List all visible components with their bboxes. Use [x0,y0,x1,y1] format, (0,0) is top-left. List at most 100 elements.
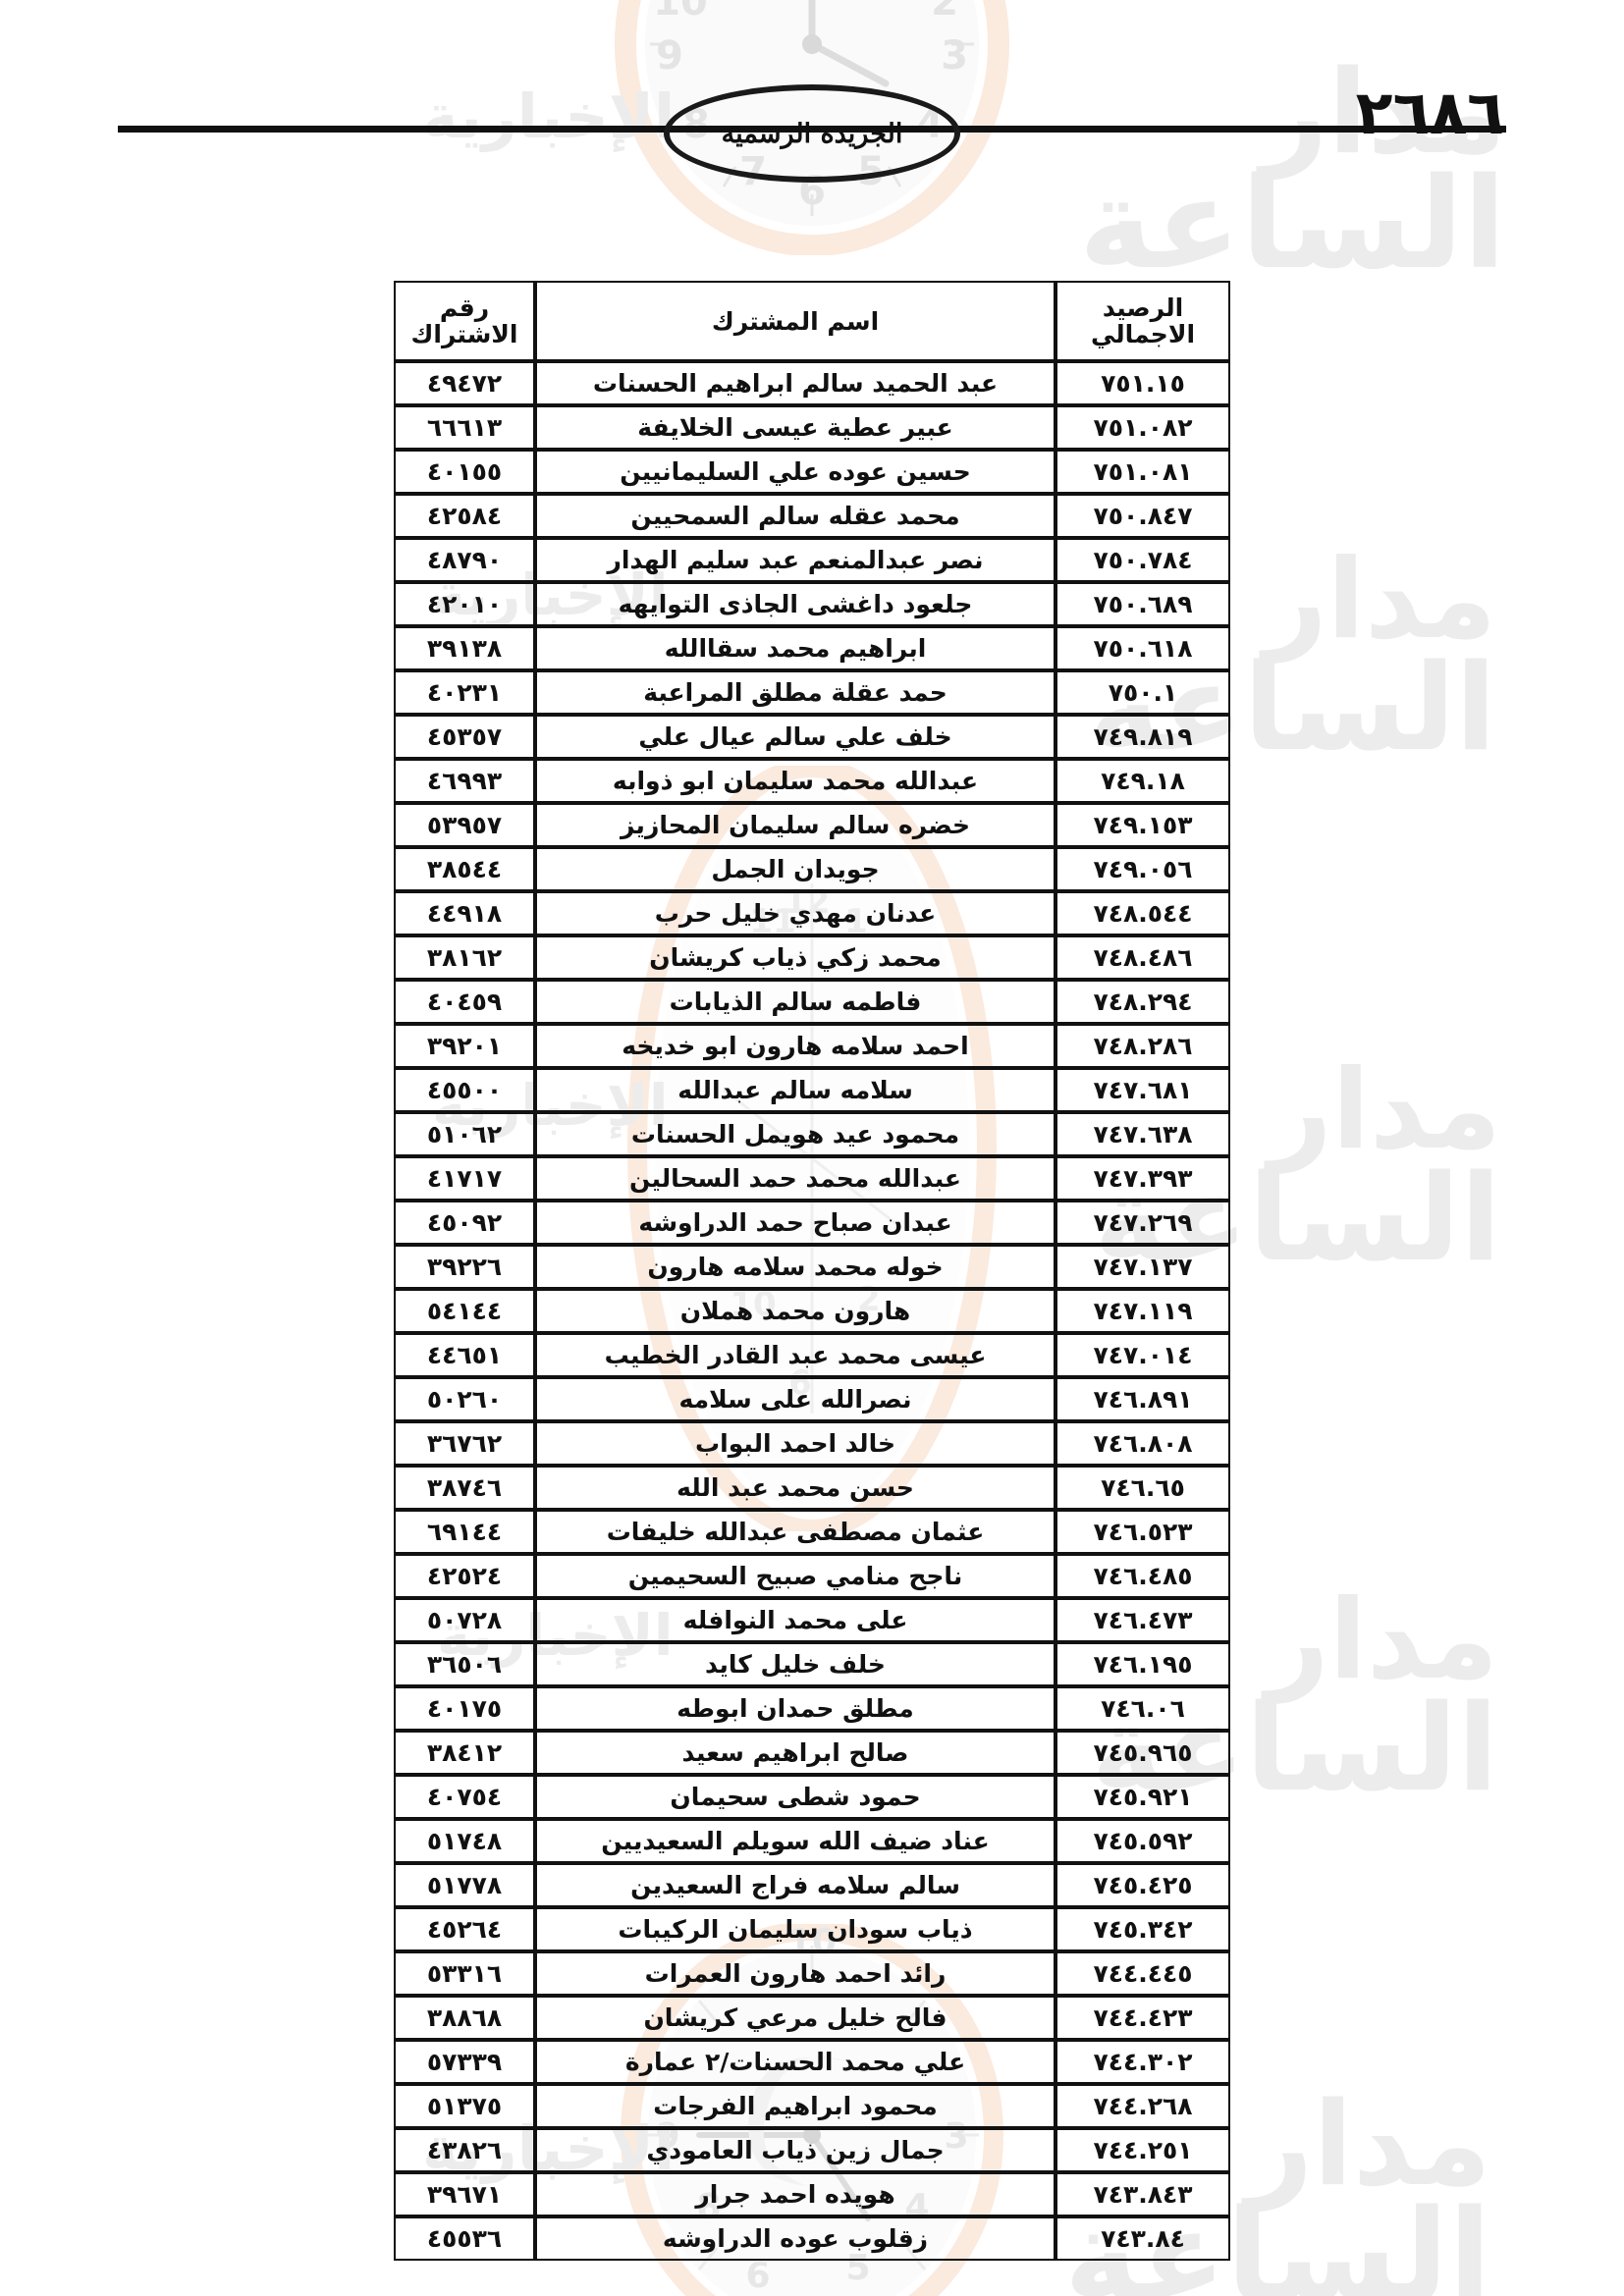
cell-total-balance: ٧٤٥.٩٢١ [1056,1775,1230,1819]
cell-subscriber-name: ذياب سودان سليمان الركيبات [535,1907,1056,1951]
cell-subscription-number: ٤٥٥٠٠ [394,1068,535,1112]
table-row: ٧٤٩.٠٥٦ جويدان الجمل ٣٨٥٤٤ [394,847,1230,891]
table-row: ٧٤٥.٣٤٢ ذياب سودان سليمان الركيبات ٤٥٢٦٤ [394,1907,1230,1951]
cell-subscription-number: ٤٤٦٥١ [394,1333,535,1377]
cell-subscriber-name: حمد عقلة مطلق المراعبة [535,670,1056,715]
cell-total-balance: ٧٤٧.٢٦٩ [1056,1201,1230,1245]
table-row: ٧٤٤.٤٢٣ فالح خليل مرعي كريشان ٣٨٨٦٨ [394,1996,1230,2040]
cell-subscriber-name: حسن محمد عبد الله [535,1466,1056,1510]
table-row: ٧٤٩.١٥٣ خضره سالم سليمان المحازيز ٥٣٩٥٧ [394,803,1230,847]
cell-subscriber-name: نصرالله على سلامه [535,1377,1056,1421]
cell-total-balance: ٧٤٧.٦٣٨ [1056,1112,1230,1156]
table-header: الرصيد الاجمالي اسم المشترك رقم الاشتراك [394,281,1230,361]
cell-total-balance: ٧٤٤.٣٠٢ [1056,2040,1230,2084]
table-row: ٧٥٠.٨٤٧ محمد عقله سالم السمحيين ٤٢٥٨٤ [394,494,1230,538]
cell-subscription-number: ٣٩٦٧١ [394,2172,535,2216]
table-row: ٧٤٤.٢٥١ جمال زين ذياب العامودي ٤٣٨٢٦ [394,2128,1230,2172]
cell-subscription-number: ٣٨١٦٢ [394,935,535,980]
cell-subscription-number: ٤٨٧٩٠ [394,538,535,582]
column-header-balance: الرصيد الاجمالي [1056,281,1230,361]
cell-total-balance: ٧٤٧.١٣٧ [1056,1245,1230,1289]
cell-subscription-number: ٥٠٢٦٠ [394,1377,535,1421]
cell-subscription-number: ٥٣٩٥٧ [394,803,535,847]
cell-total-balance: ٧٤٦.٨٩١ [1056,1377,1230,1421]
cell-total-balance: ٧٤٥.٣٤٢ [1056,1907,1230,1951]
table-row: ٧٤٣.٨٤٣ هويده احمد جرار ٣٩٦٧١ [394,2172,1230,2216]
journal-title-label: الجريدة الرسمية [721,118,903,149]
cell-total-balance: ٧٤٣.٨٤ [1056,2216,1230,2261]
cell-total-balance: ٧٤٦.٨٠٨ [1056,1421,1230,1466]
table-row: ٧٤٤.٤٤٥ رائد احمد هارون العمرات ٥٣٣١٦ [394,1951,1230,1996]
table-row: ٧٤٧.٦٨١ سلامه سالم عبدالله ٤٥٥٠٠ [394,1068,1230,1112]
column-header-subscription-no: رقم الاشتراك [394,281,535,361]
cell-subscriber-name: جويدان الجمل [535,847,1056,891]
table-row: ٧٤٧.٠١٤ عيسى محمد عبد القادر الخطيب ٤٤٦٥١ [394,1333,1230,1377]
cell-subscription-number: ٥١٣٧٥ [394,2084,535,2128]
cell-total-balance: ٧٤٦.٥٢٣ [1056,1510,1230,1554]
cell-subscriber-name: خلف خليل كايد [535,1642,1056,1686]
cell-total-balance: ٧٥٠.٦١٨ [1056,626,1230,670]
cell-subscriber-name: هارون محمد هملان [535,1289,1056,1333]
table-row: ٧٤٩.٨١٩ خلف علي سالم عيال علي ٤٥٣٥٧ [394,715,1230,759]
journal-title-badge: الجريدة الرسمية [664,84,960,183]
table-row: ٧٤٦.٤٧٣ على محمد النوافله ٥٠٧٢٨ [394,1598,1230,1642]
cell-subscriber-name: احمد سلامه هارون ابو خديخه [535,1024,1056,1068]
cell-subscription-number: ٤٢٥٨٤ [394,494,535,538]
cell-subscription-number: ٣٨٨٦٨ [394,1996,535,2040]
cell-total-balance: ٧٤٦.٠٦ [1056,1686,1230,1731]
table-row: ٧٥١.١٥ عبد الحميد سالم ابراهيم الحسنات ٤٩٤… [394,361,1230,405]
cell-total-balance: ٧٤٤.٢٦٨ [1056,2084,1230,2128]
cell-subscriber-name: ابراهيم محمد سقاالله [535,626,1056,670]
cell-subscriber-name: صالح ابراهيم سعيد [535,1731,1056,1775]
cell-subscriber-name: خضره سالم سليمان المحازيز [535,803,1056,847]
cell-subscriber-name: خلف علي سالم عيال علي [535,715,1056,759]
cell-total-balance: ٧٤٨.٢٩٤ [1056,980,1230,1024]
table-row: ٧٤٤.٢٦٨ محمود ابراهيم الفرجات ٥١٣٧٥ [394,2084,1230,2128]
cell-subscription-number: ٤٠١٧٥ [394,1686,535,1731]
cell-subscription-number: ٦٦٦١٣ [394,405,535,450]
table-row: ٧٤٨.٥٤٤ عدنان مهدي خليل حرب ٤٤٩١٨ [394,891,1230,935]
cell-total-balance: ٧٤٩.١٥٣ [1056,803,1230,847]
cell-subscriber-name: محمود عيد هويمل الحسنات [535,1112,1056,1156]
cell-subscriber-name: ناجح منامي صبيح السحيمين [535,1554,1056,1598]
table-row: ٧٥٠.٦١٨ ابراهيم محمد سقاالله ٣٩١٣٨ [394,626,1230,670]
table-row: ٧٥١.٠٨١ حسين عوده علي السليمانيين ٤٠١٥٥ [394,450,1230,494]
cell-subscriber-name: زقلوب عوده الدراوشه [535,2216,1056,2261]
cell-total-balance: ٧٤٧.١١٩ [1056,1289,1230,1333]
table-row: ٧٤٦.١٩٥ خلف خليل كايد ٣٦٥٠٦ [394,1642,1230,1686]
cell-subscriber-name: عبدالله محمد سليمان ابو ذوابه [535,759,1056,803]
cell-subscription-number: ٥١٠٦٢ [394,1112,535,1156]
cell-subscription-number: ٤٠٢٣١ [394,670,535,715]
column-header-name-line1: اسم المشترك [711,306,880,336]
cell-subscription-number: ٥٣٣١٦ [394,1951,535,1996]
subscribers-table: الرصيد الاجمالي اسم المشترك رقم الاشتراك… [394,281,1230,2261]
column-header-balance-line2: الاجمالي [1090,320,1196,348]
table-row: ٧٤٨.٢٨٦ احمد سلامه هارون ابو خديخه ٣٩٢٠١ [394,1024,1230,1068]
cell-subscriber-name: عدنان مهدي خليل حرب [535,891,1056,935]
cell-subscription-number: ٤٠١٥٥ [394,450,535,494]
cell-subscription-number: ٥١٧٧٨ [394,1863,535,1907]
cell-total-balance: ٧٤٦.١٩٥ [1056,1642,1230,1686]
cell-subscriber-name: حمود شطى سحيمان [535,1775,1056,1819]
cell-subscription-number: ٣٨٤١٢ [394,1731,535,1775]
cell-subscription-number: ٤٤٩١٨ [394,891,535,935]
cell-total-balance: ٧٥٠.٧٨٤ [1056,538,1230,582]
cell-subscriber-name: عبدالله محمد حمد السحالين [535,1156,1056,1201]
cell-subscriber-name: خوله محمد سلامه هارون [535,1245,1056,1289]
table-row: ٧٤٥.٩٢١ حمود شطى سحيمان ٤٠٧٥٤ [394,1775,1230,1819]
cell-subscription-number: ٤٥٠٩٢ [394,1201,535,1245]
cell-subscription-number: ٤٥٢٦٤ [394,1907,535,1951]
table-header-row: الرصيد الاجمالي اسم المشترك رقم الاشتراك [394,281,1230,361]
cell-subscription-number: ٤٥٥٣٦ [394,2216,535,2261]
cell-subscription-number: ٤٦٩٩٣ [394,759,535,803]
table-row: ٧٤٧.٦٣٨ محمود عيد هويمل الحسنات ٥١٠٦٢ [394,1112,1230,1156]
cell-subscriber-name: عيسى محمد عبد القادر الخطيب [535,1333,1056,1377]
cell-subscriber-name: سالم سلامه فراج السعيدين [535,1863,1056,1907]
table-row: ٧٤٦.٨٠٨ خالد احمد البواب ٣٦٧٦٢ [394,1421,1230,1466]
cell-subscription-number: ٤١٧١٧ [394,1156,535,1201]
cell-subscriber-name: عبير عطية عيسى الخلايفة [535,405,1056,450]
cell-subscription-number: ٥٤١٤٤ [394,1289,535,1333]
cell-subscriber-name: جلعود داغشى الجاذى التوايهه [535,582,1056,626]
cell-subscriber-name: خالد احمد البواب [535,1421,1056,1466]
cell-subscription-number: ٤٩٤٧٢ [394,361,535,405]
